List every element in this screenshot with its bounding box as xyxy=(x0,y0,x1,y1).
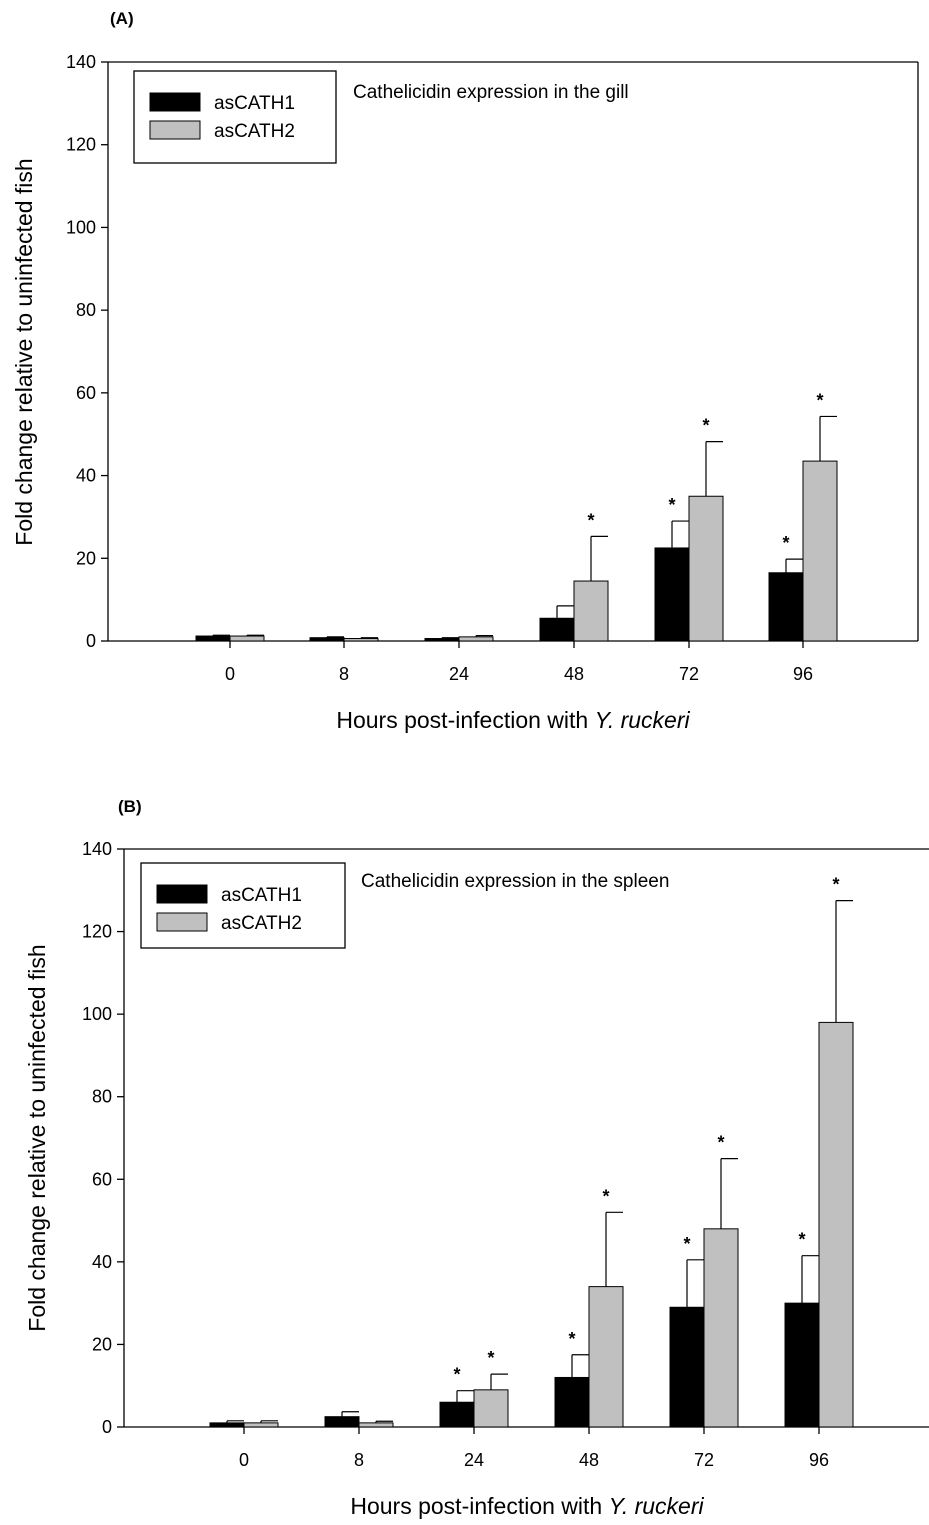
panel-a-significance-star: * xyxy=(816,390,823,410)
panel-a-x-axis-title-text: Hours post-infection with xyxy=(336,707,594,733)
panel-b-x-axis-title-text: Hours post-infection with xyxy=(350,1493,608,1519)
panel-b-significance-star: * xyxy=(453,1365,460,1385)
panel-b-label: (B) xyxy=(118,797,142,816)
panel-a-bar-asCATH2 xyxy=(688,495,724,642)
panel-a-y-tick-label: 120 xyxy=(66,135,96,155)
panel-b-annotation: Cathelicidin expression in the spleen xyxy=(361,871,669,892)
panel-a-bar-asCATH1 xyxy=(539,617,575,642)
panel-b-bar-asCATH2 xyxy=(243,1422,279,1428)
panel-b-bar-asCATH2 xyxy=(473,1389,509,1428)
panel-b-significance-star: * xyxy=(717,1133,724,1153)
panel-b-legend-label: asCATH1 xyxy=(221,885,302,906)
panel-a-y-tick-label: 20 xyxy=(76,548,96,568)
panel-b-significance-star: * xyxy=(568,1329,575,1349)
panel-b-x-tick-label: 24 xyxy=(464,1450,484,1470)
panel-b-significance-star: * xyxy=(602,1186,609,1206)
panel-a-x-tick-label: 96 xyxy=(793,664,813,684)
panel-b-bar-asCATH1 xyxy=(554,1376,590,1428)
panel-b-legend-swatch-asCATH2 xyxy=(156,912,208,932)
panel-a-y-axis-title: Fold change relative to uninfected fish xyxy=(11,158,37,545)
panel-a-label: (A) xyxy=(110,9,134,28)
panel-a-x-tick-label: 72 xyxy=(679,664,699,684)
panel-a-x-tick-label: 0 xyxy=(225,664,235,684)
panel-b-legend-label: asCATH2 xyxy=(221,913,302,934)
panel-b-legend-box xyxy=(140,862,346,949)
panel-b-y-axis-title: Fold change relative to uninfected fish xyxy=(24,944,50,1331)
panel-a-bar-asCATH2 xyxy=(343,638,379,642)
panel-a-y-tick-label: 140 xyxy=(66,52,96,72)
panel-a-y-tick-label: 60 xyxy=(76,383,96,403)
panel-b-x-tick-label: 8 xyxy=(354,1450,364,1470)
panel-b-x-tick-label: 72 xyxy=(694,1450,714,1470)
panel-a-bar-asCATH1 xyxy=(424,638,460,642)
panel-b-y-tick-label: 40 xyxy=(92,1252,112,1272)
panel-b-bar-asCATH2 xyxy=(703,1228,739,1428)
panel-b-y-tick-label: 80 xyxy=(92,1087,112,1107)
panel-b-bar-asCATH1 xyxy=(209,1422,245,1428)
panel-b-bar-asCATH1 xyxy=(669,1306,705,1428)
panel-a-bar-asCATH1 xyxy=(195,635,231,642)
panel-a-significance-star: * xyxy=(587,510,594,530)
panel-b-x-tick-label: 48 xyxy=(579,1450,599,1470)
panel-a-x-tick-label: 8 xyxy=(339,664,349,684)
panel-a-y-tick-label: 40 xyxy=(76,466,96,486)
panel-a-bar-asCATH2 xyxy=(229,635,265,642)
panel-b-bar-asCATH1 xyxy=(324,1416,360,1428)
panel-b-x-tick-label: 0 xyxy=(239,1450,249,1470)
panel-a-annotation: Cathelicidin expression in the gill xyxy=(353,82,629,103)
panel-b-y-tick-label: 20 xyxy=(92,1334,112,1354)
panel-b-bar-asCATH2 xyxy=(588,1286,624,1428)
panel-b-bar-asCATH2 xyxy=(358,1422,394,1428)
panel-a-y-tick-label: 100 xyxy=(66,217,96,237)
panel-b-x-tick-label: 96 xyxy=(809,1450,829,1470)
panel-b-x-axis-title-species: Y. ruckeri xyxy=(609,1493,705,1519)
panel-b-significance-star: * xyxy=(487,1348,494,1368)
panel-a-bar-asCATH1 xyxy=(654,547,690,642)
panel-b-y-tick-label: 0 xyxy=(102,1417,112,1437)
panel-a-y-tick-label: 0 xyxy=(86,631,96,651)
panel-b-y-tick-label: 140 xyxy=(82,839,112,859)
panel-b-significance-star: * xyxy=(798,1230,805,1250)
panel-b-y-tick-label: 120 xyxy=(82,922,112,942)
panel-a-bar-asCATH1 xyxy=(768,572,804,642)
panel-a-legend-swatch-asCATH1 xyxy=(149,92,201,112)
panel-a-bar-asCATH2 xyxy=(573,580,609,642)
panel-b-significance-star: * xyxy=(683,1234,690,1254)
panel-b-legend-swatch-asCATH1 xyxy=(156,884,208,904)
panel-a-x-axis-title-species: Y. ruckeri xyxy=(595,707,691,733)
panel-a-x-axis-title: Hours post-infection with Y. ruckeri xyxy=(336,707,690,733)
panel-a-significance-star: * xyxy=(782,533,789,553)
panel-a-bar-asCATH2 xyxy=(802,460,838,642)
panel-b-y-tick-label: 60 xyxy=(92,1169,112,1189)
panel-b-x-axis-title: Hours post-infection with Y. ruckeri xyxy=(350,1493,704,1519)
panel-a-legend-box xyxy=(133,70,337,164)
panel-b-y-tick-label: 100 xyxy=(82,1004,112,1024)
panel-b-bar-asCATH1 xyxy=(439,1401,475,1428)
panel-a-bar-asCATH1 xyxy=(309,637,345,642)
panel-a-x-tick-label: 24 xyxy=(449,664,469,684)
panel-a-legend-label: asCATH1 xyxy=(214,93,295,114)
panel-a-y-tick-label: 80 xyxy=(76,300,96,320)
panel-a-legend-label: asCATH2 xyxy=(214,121,295,142)
panel-a-x-tick-label: 48 xyxy=(564,664,584,684)
panel-b-bar-asCATH2 xyxy=(818,1021,854,1428)
panel-b-significance-star: * xyxy=(832,875,839,895)
panel-b-bar-asCATH1 xyxy=(784,1302,820,1428)
panel-a-legend-swatch-asCATH2 xyxy=(149,120,201,140)
panel-a-significance-star: * xyxy=(702,416,709,436)
panel-a-significance-star: * xyxy=(668,495,675,515)
panel-a-bar-asCATH2 xyxy=(458,636,494,642)
